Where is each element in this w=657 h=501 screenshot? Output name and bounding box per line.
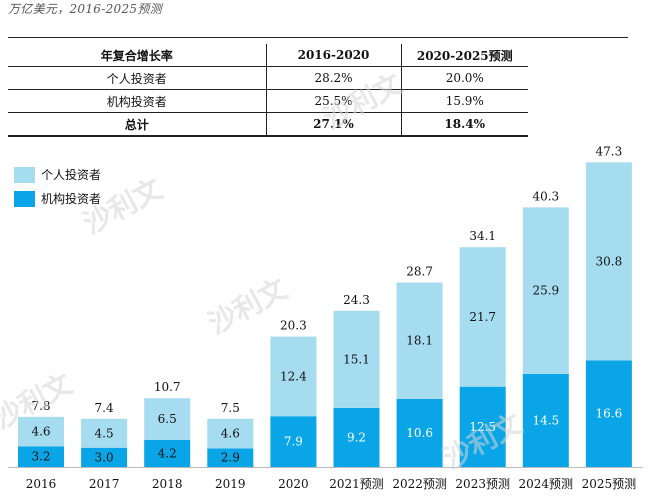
data-label-total: 24.3 (343, 293, 370, 307)
data-label-institutional: 16.6 (596, 407, 623, 421)
bar-institutional (81, 447, 128, 467)
data-label-institutional: 9.2 (347, 430, 366, 444)
data-label-individual: 12.4 (280, 369, 307, 383)
row-value: 15.9% (400, 89, 528, 113)
cagr-table: 年复合增长率 2016-2020 2020-2025预测 个人投资者 28.2%… (8, 44, 528, 137)
bar-institutional (207, 448, 254, 467)
bar-individual (459, 247, 506, 387)
data-label-total: 7.5 (221, 401, 240, 415)
data-label-total: 10.7 (154, 380, 181, 394)
data-label-institutional: 3.2 (31, 450, 50, 464)
data-label-individual: 30.8 (596, 254, 623, 268)
data-label-individual: 25.9 (532, 284, 559, 298)
x-tick-label: 2018 (152, 477, 183, 491)
bar-institutional (333, 407, 380, 467)
bar-institutional (18, 446, 64, 467)
bar-individual (81, 418, 128, 448)
data-label-total: 7.8 (31, 399, 50, 413)
x-tick-label: 2019 (215, 477, 246, 491)
data-label-institutional: 4.2 (158, 447, 177, 461)
data-label-institutional: 14.5 (532, 413, 559, 427)
data-label-individual: 4.5 (95, 426, 114, 440)
table-row: 个人投资者 28.2% 20.0% (8, 66, 528, 90)
row-value: 25.5% (265, 89, 401, 113)
bar-institutional (459, 386, 506, 467)
x-tick-label: 2022预测 (392, 477, 447, 491)
bar-individual (333, 310, 380, 408)
data-label-individual: 18.1 (406, 334, 433, 348)
data-label-individual: 6.5 (158, 412, 177, 426)
total-value: 18.4% (400, 112, 528, 137)
bar-individual (18, 416, 64, 447)
bar-institutional (585, 360, 632, 467)
data-label-individual: 21.7 (469, 310, 496, 324)
bar-individual (270, 336, 317, 417)
data-label-individual: 4.6 (31, 425, 50, 439)
data-label-total: 7.4 (95, 401, 114, 415)
table-row: 机构投资者 25.5% 15.9% (8, 89, 528, 113)
cagr-table-header: 年复合增长率 2016-2020 2020-2025预测 (8, 44, 528, 67)
bar-institutional (144, 440, 191, 467)
x-tick-label: 2016 (26, 477, 57, 491)
data-label-total: 47.3 (596, 144, 623, 158)
x-tick-label: 2017 (89, 477, 120, 491)
total-label: 总计 (8, 112, 266, 137)
figure-subtitle: 万亿美元，2016-2025预测 (8, 2, 162, 16)
table-total-row: 总计 27.1% 18.4% (8, 112, 528, 137)
legend-item-individual: 个人投资者 (14, 163, 101, 186)
bar-individual (396, 282, 443, 399)
cagr-header-label: 年复合增长率 (8, 44, 266, 67)
row-label: 机构投资者 (106, 94, 167, 109)
x-tick-label: 2025预测 (582, 477, 637, 491)
bar-institutional (270, 416, 317, 467)
legend-label: 个人投资者 (41, 168, 102, 182)
data-label-institutional: 3.0 (95, 450, 114, 464)
x-tick-label: 2024预测 (519, 477, 574, 491)
bar-institutional (396, 398, 443, 467)
row-value: 28.2% (265, 66, 401, 90)
x-tick-label: 2023预测 (455, 477, 510, 491)
legend-item-institutional: 机构投资者 (14, 187, 101, 210)
data-label-total: 40.3 (532, 189, 559, 203)
legend-label: 机构投资者 (41, 192, 102, 206)
cagr-header-period-2: 2020-2025预测 (400, 44, 528, 67)
row-label: 个人投资者 (8, 66, 266, 90)
data-label-institutional: 10.6 (406, 426, 433, 440)
total-value: 27.1% (265, 112, 401, 137)
data-label-total: 20.3 (280, 319, 307, 333)
bar-individual (522, 207, 569, 374)
data-label-institutional: 12.5 (469, 420, 496, 434)
legend-swatch (14, 166, 35, 183)
top-rule (8, 37, 628, 38)
cagr-header-period-1: 2016-2020 (265, 44, 401, 67)
data-label-institutional: 2.9 (221, 451, 240, 465)
bar-individual (585, 162, 632, 361)
bar-individual (144, 398, 191, 441)
bar-institutional (522, 373, 569, 467)
data-label-total: 34.1 (469, 229, 496, 243)
data-label-individual: 4.6 (221, 427, 240, 441)
bar-individual (207, 418, 254, 449)
data-label-institutional: 7.9 (284, 435, 303, 449)
x-tick-label: 2020 (278, 477, 309, 491)
row-value: 20.0% (400, 66, 528, 90)
data-label-individual: 15.1 (343, 352, 370, 366)
chart-legend: 个人投资者 机构投资者 (14, 163, 101, 211)
legend-swatch (14, 190, 35, 207)
data-label-total: 28.7 (406, 265, 433, 279)
x-tick-label: 2021预测 (329, 477, 384, 491)
